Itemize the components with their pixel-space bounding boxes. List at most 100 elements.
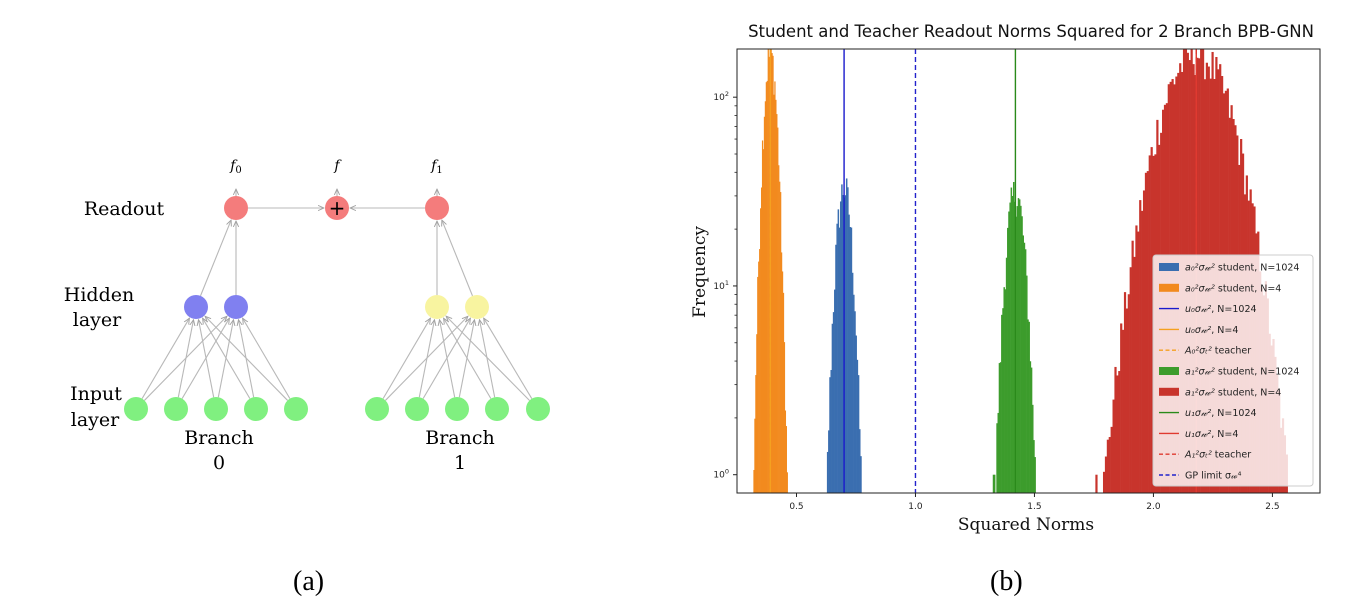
edge-input0-4-hidden0-1	[243, 318, 291, 399]
histogram-bar-0-21	[851, 272, 854, 493]
legend-entry-2: u₀σ𝓌², N=1024	[1185, 304, 1257, 315]
x-tick-label-4: 2.5	[1265, 502, 1279, 512]
hidden-node-branch1-0	[425, 295, 449, 319]
legend-entry-1: a₀²σ𝓌² student, N=4	[1185, 283, 1281, 294]
histogram-bar-3-8	[1116, 375, 1119, 493]
x-tick-label-0: 0.5	[789, 502, 803, 512]
edge-input0-4-hidden0-0	[205, 316, 288, 401]
histogram-bar-1-18	[770, 49, 772, 493]
histogram-bar-3-21	[1141, 210, 1144, 493]
histogram-bar-2-9	[1004, 289, 1007, 493]
legend-entry-5: a₁²σ𝓌² student, N=1024	[1185, 367, 1299, 378]
histogram-bar-3-9	[1118, 371, 1121, 493]
histogram-bar-3-22	[1142, 190, 1146, 493]
edge-hidden1-1-readout1	[442, 220, 474, 297]
row-label-readout: Readout	[84, 198, 165, 220]
histogram-bar-0-26	[857, 375, 860, 493]
input-node-branch1-2	[445, 397, 469, 421]
edge-input0-3-hidden0-0	[203, 318, 251, 399]
edge-input1-3-hidden1-0	[444, 318, 492, 399]
histogram-bar-2-34	[1034, 457, 1036, 493]
histogram-bar-1-6	[759, 249, 761, 493]
histogram-bar-0-8	[836, 223, 838, 493]
input-node-branch0-1	[164, 397, 188, 421]
histogram-bar-0-11	[839, 201, 842, 493]
histogram-bar-0-2	[829, 377, 831, 493]
y-tick-label-2: 102	[713, 90, 729, 103]
readout-node-1	[425, 196, 449, 220]
legend-entry-4: A₀²σₜ² teacher	[1184, 346, 1251, 357]
histogram-bar-3-4	[1108, 437, 1111, 493]
histogram-bar-1-12	[764, 101, 767, 493]
histogram-bar-2-22	[1020, 205, 1022, 493]
histogram-bar-0-19	[849, 227, 851, 493]
histogram-bar-1-24	[776, 114, 778, 493]
sum-node	[325, 196, 349, 220]
histogram-bar-0-22	[853, 294, 855, 493]
histogram-bar-0-12	[841, 184, 843, 493]
histogram-bar-3-15	[1129, 267, 1132, 493]
histogram-bar-2-28	[1027, 319, 1029, 493]
edge-hidden0-0-readout0	[199, 220, 231, 297]
histogram-bar-1-21	[773, 94, 775, 493]
input-node-branch0-2	[204, 397, 228, 421]
histogram-bar-3-0	[1095, 474, 1098, 493]
histogram-bar-2-31	[1030, 367, 1033, 493]
legend-entry-0: a₀²σ𝓌² student, N=1024	[1185, 263, 1299, 274]
histogram-bar-2-4	[998, 363, 1001, 493]
histogram-bar-3-7	[1114, 366, 1117, 493]
input-node-branch1-0	[365, 397, 389, 421]
histogram-bar-3-12	[1123, 292, 1127, 493]
histogram-bar-0-1	[828, 430, 830, 493]
histogram-bar-3-1	[1102, 471, 1106, 493]
branch-network-diagram: + Readout Hidden layer Input layer f0 f …	[64, 158, 550, 474]
y-tick-label-0: 100	[713, 468, 729, 481]
histogram-bar-0-9	[837, 209, 840, 493]
legend-swatch-1	[1159, 283, 1179, 292]
histogram-series-1	[753, 49, 788, 493]
edge-input1-1-hidden1-0	[418, 320, 434, 398]
y-axis-label: Frequency	[690, 226, 710, 318]
histogram-bar-2-2	[996, 423, 998, 493]
histogram-bar-2-3	[997, 412, 1000, 493]
histogram-bar-1-33	[784, 410, 787, 493]
histogram-bar-1-30	[781, 271, 784, 493]
branch-1-index: 1	[454, 452, 466, 474]
histogram-bar-1-19	[771, 53, 773, 493]
histogram-bar-1-35	[786, 472, 788, 493]
histogram-bar-2-12	[1008, 211, 1010, 493]
input-node-branch0-3	[244, 397, 268, 421]
legend-entry-7: u₁σ𝓌², N=1024	[1185, 408, 1257, 419]
histogram-bar-1-5	[758, 261, 760, 493]
input-node-branch1-3	[485, 397, 509, 421]
legend-swatch-6	[1159, 387, 1179, 396]
histogram-bar-1-7	[760, 208, 762, 493]
row-label-input-line1: Input	[70, 383, 122, 405]
histogram-bar-1-32	[783, 342, 786, 493]
histogram-bar-2-14	[1010, 187, 1013, 493]
histogram-bar-0-20	[850, 227, 853, 493]
branch-0-label: Branch	[184, 427, 254, 449]
panel-label-b: (b)	[990, 566, 1023, 597]
x-axis-ticks: 0.5 1.0 1.5 2.0 2.5	[789, 493, 1280, 512]
histogram-bar-1-20	[772, 55, 774, 493]
histogram-bar-0-13	[842, 194, 844, 493]
legend-swatch-0	[1159, 263, 1179, 271]
histogram-bar-3-24	[1146, 171, 1149, 493]
histogram-bar-0-28	[860, 456, 862, 493]
histogram-bar-0-24	[855, 335, 857, 493]
histogram-bar-3-11	[1122, 329, 1125, 493]
legend-box	[1152, 254, 1314, 487]
histogram-bar-2-23	[1021, 216, 1023, 493]
histogram-bar-2-15	[1011, 195, 1014, 493]
histogram-bar-2-8	[1003, 287, 1005, 493]
histogram-bar-1-4	[757, 276, 759, 493]
histogram-bar-0-6	[834, 289, 836, 493]
histogram-bar-2-10	[1005, 257, 1008, 493]
histogram-bar-2-11	[1007, 227, 1009, 493]
output-label-f: f	[333, 158, 342, 174]
histogram-bar-3-25	[1148, 155, 1151, 493]
edge-input1-2-hidden1-0	[440, 320, 456, 398]
input-node-branch1-1	[405, 397, 429, 421]
